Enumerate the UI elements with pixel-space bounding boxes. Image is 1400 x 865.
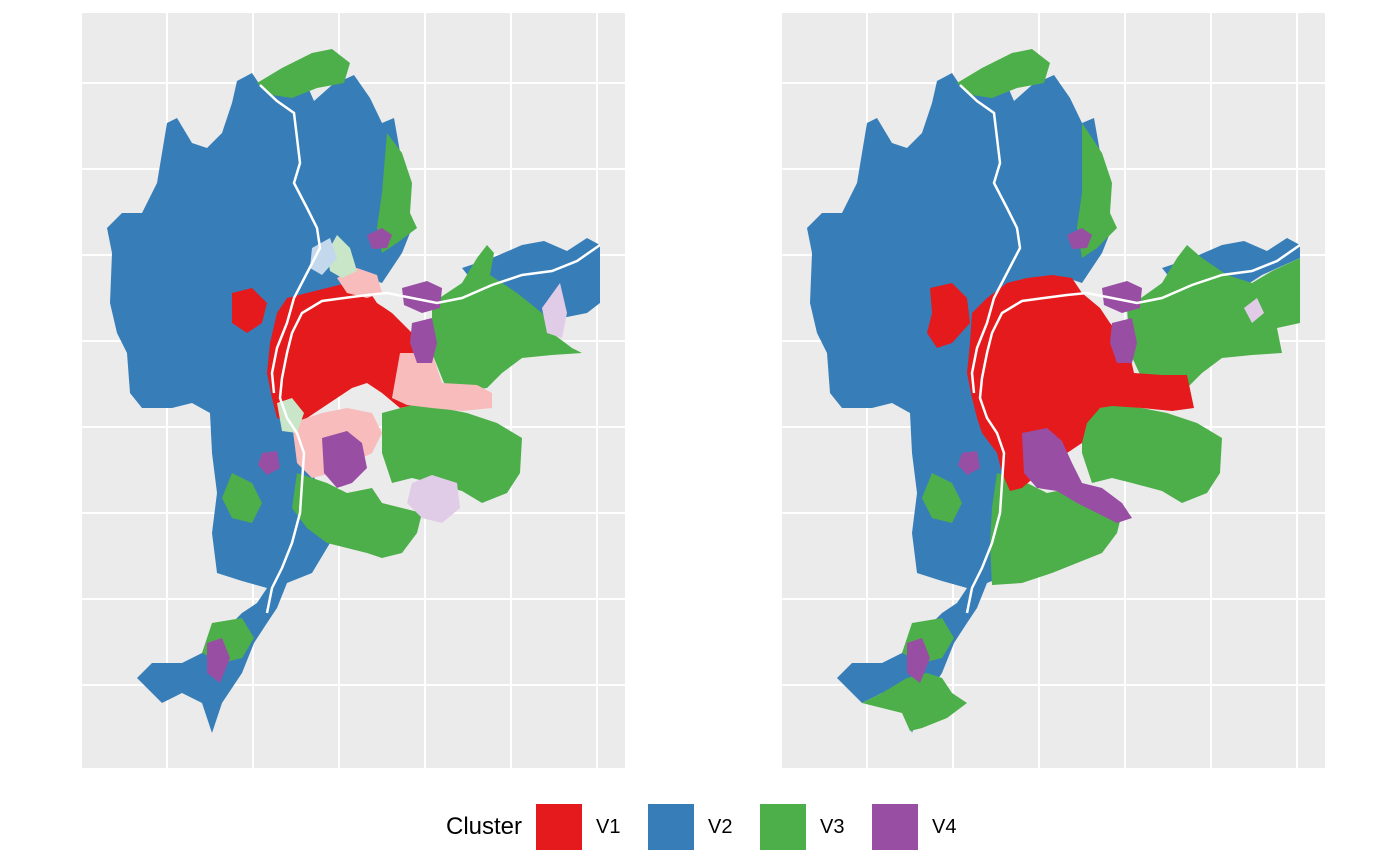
region-v3-north xyxy=(257,49,350,98)
legend-title: Cluster xyxy=(446,813,523,840)
region-v4-east xyxy=(402,281,442,313)
region-v4-tail xyxy=(907,638,930,683)
region-v1-west xyxy=(232,288,267,333)
map-panel-right xyxy=(782,13,1325,768)
region-v1-faded-north xyxy=(337,268,382,298)
legend-item-v1: V1 xyxy=(536,804,636,850)
legend-swatch-v2 xyxy=(648,804,695,850)
legend-swatch-v4 xyxy=(872,804,919,850)
region-v3-north xyxy=(957,49,1050,98)
region-v3-northeast xyxy=(377,133,417,253)
region-v4-south xyxy=(1022,428,1132,523)
map-panel-left xyxy=(82,13,625,768)
region-v3-faded-north xyxy=(327,235,357,278)
region-v4-east2 xyxy=(410,318,437,363)
legend: Cluster V1 V2 V3 V4 xyxy=(446,804,984,850)
region-v4-north xyxy=(1067,228,1092,249)
region-v2-west xyxy=(107,73,412,733)
legend-item-v4: V4 xyxy=(872,804,972,850)
region-v3-tail xyxy=(862,673,967,731)
region-v3-northeast xyxy=(1077,123,1117,258)
region-v4-east xyxy=(1102,281,1142,313)
legend-label-v2: V2 xyxy=(708,815,733,838)
region-v4-west xyxy=(258,451,280,475)
legend-item-v3: V3 xyxy=(760,804,860,850)
region-v4-faded-east xyxy=(1244,298,1264,323)
region-v3-south xyxy=(990,473,1122,585)
region-v4-tail xyxy=(207,638,230,683)
region-v4-faded-southeast xyxy=(407,475,460,523)
region-v2-faded-north xyxy=(310,238,337,275)
region-v4-south xyxy=(322,431,367,488)
legend-label-v3: V3 xyxy=(820,815,845,838)
region-v4-faded-east xyxy=(542,283,567,338)
region-v4-east2 xyxy=(1110,318,1137,363)
region-v3-east xyxy=(1127,245,1300,391)
river-saone xyxy=(259,84,322,394)
region-v1-west xyxy=(927,283,970,348)
region-v1-center xyxy=(267,283,432,423)
map-left-svg xyxy=(82,13,625,768)
region-v1-faded-east xyxy=(392,353,492,411)
region-v3-southwest xyxy=(222,473,262,523)
legend-swatch-v3 xyxy=(760,804,807,850)
legend-item-v2: V2 xyxy=(648,804,748,850)
river-rhone xyxy=(965,243,1301,614)
map-right-svg xyxy=(782,13,1325,768)
region-v4-west xyxy=(958,451,980,475)
legend-label-v1: V1 xyxy=(596,815,621,838)
region-v3-east xyxy=(432,245,582,391)
legend-swatch-v1 xyxy=(536,804,583,850)
legend-label-v4: V4 xyxy=(932,815,957,838)
region-v3-southeast xyxy=(1082,405,1222,503)
river-rhone xyxy=(265,243,601,614)
region-v3-southeast xyxy=(382,405,522,503)
river-saone xyxy=(959,84,1022,394)
region-v3-southwest xyxy=(922,473,962,523)
region-v2-west xyxy=(807,73,1112,733)
region-v4-north xyxy=(367,228,392,249)
region-v3-south xyxy=(292,473,422,558)
